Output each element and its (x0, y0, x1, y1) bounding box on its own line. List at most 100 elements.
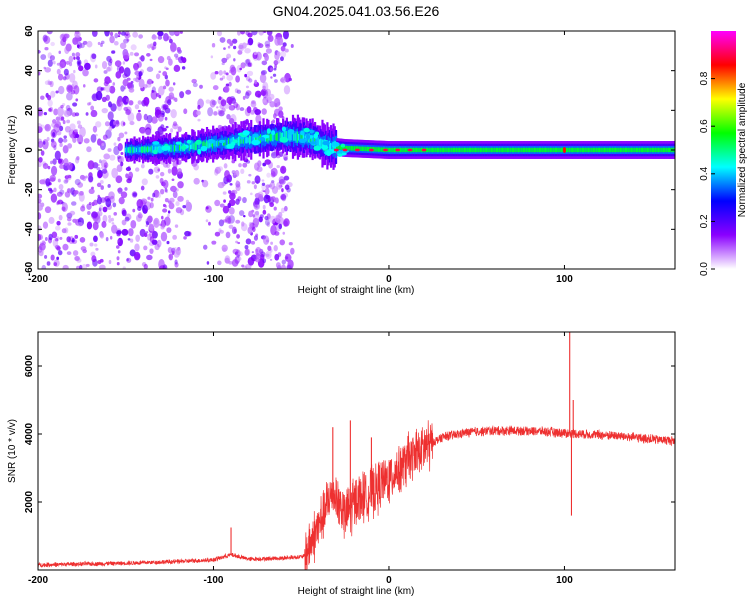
spectrogram-noise-mark (80, 205, 86, 212)
spectrogram-noise-mark (150, 197, 154, 202)
spectrogram-band-mark (225, 139, 228, 146)
spectrogram-noise-mark (50, 90, 56, 98)
spectrogram-band-mark (579, 147, 582, 153)
snr-ytick-label: 2000 (24, 490, 35, 513)
spectrogram-noise-mark (254, 204, 261, 210)
spectrogram-noise-mark (255, 205, 258, 209)
spectrogram-noise-mark (207, 107, 214, 117)
spectrogram-noise-mark (264, 159, 272, 165)
spectrogram-noise-mark (269, 181, 276, 190)
colorbar-tick-label: 0.0 (699, 262, 710, 276)
spectrogram-noise-mark (278, 110, 284, 118)
spectrogram-band-mark (585, 147, 588, 153)
spectrogram-noise-mark (58, 85, 65, 95)
spectrogram-noise-mark (232, 248, 239, 255)
spectrogram-band-mark (436, 147, 440, 153)
spectrogram-noise-mark (126, 178, 132, 184)
spectrogram-band-mark (226, 139, 229, 146)
spectrogram-noise-mark (50, 254, 55, 261)
spectrogram-noise-mark (224, 85, 230, 93)
spectrogram-band-mark (343, 145, 346, 151)
spectrogram-band-mark (667, 147, 670, 153)
spectrogram-band-mark (129, 146, 132, 154)
spectrogram-band-mark (170, 144, 173, 152)
spectrogram-noise-mark (269, 215, 276, 224)
spectrogram-noise-mark (62, 119, 66, 125)
spectrogram-hot-mark (303, 127, 310, 133)
spectrogram-noise-mark (239, 67, 243, 71)
spectrogram-noise-mark (152, 192, 156, 198)
spectrogram-noise-mark (38, 49, 41, 54)
snr-marks (38, 332, 675, 570)
spectrogram-band-mark (256, 136, 259, 142)
spectrogram-noise-mark (44, 206, 52, 214)
spectrogram-noise-mark (225, 231, 231, 239)
spectrogram-noise-mark (95, 121, 102, 128)
spectrogram-band-mark (289, 131, 292, 142)
spectrogram-noise-mark (211, 100, 217, 106)
figure-title: GN04.2025.041.03.56.E26 (273, 3, 440, 19)
spectrogram-noise-mark (155, 175, 160, 179)
spectrogram-band-mark (574, 147, 577, 153)
spectrogram-noise-mark (168, 253, 174, 261)
spectrogram-noise-mark (107, 184, 111, 188)
spectrogram-noise-mark (278, 223, 283, 230)
spectrogram-noise-mark (59, 164, 65, 169)
spectrogram-noise-mark (235, 198, 240, 205)
spectrogram-noise-mark (109, 195, 115, 203)
spectrogram-noise-mark (143, 207, 148, 214)
spectrogram-band-mark (299, 133, 302, 142)
spectrogram-peak-mark (407, 148, 413, 152)
spectrogram-noise-mark (166, 227, 172, 234)
spectrogram-band-mark (499, 147, 502, 153)
spectrogram-noise-mark (118, 66, 125, 74)
spectrogram-noise-mark (142, 204, 148, 214)
spectrogram-band-mark (203, 140, 206, 150)
spectrogram-hot-mark (195, 139, 202, 145)
spectrogram-band-mark (463, 147, 467, 153)
spectrogram-band-mark (434, 147, 437, 153)
spectrogram-band-mark (214, 139, 217, 149)
spectrogram-hot-mark (252, 133, 259, 138)
spectrogram-band-mark (142, 146, 145, 154)
spectrogram-noise-mark (113, 212, 118, 216)
spectrogram-noise-mark (242, 95, 246, 100)
spectrogram-band-mark (485, 147, 489, 153)
spectrogram-band-mark (576, 147, 580, 153)
spectrogram-noise-mark (211, 42, 216, 48)
spectrogram-noise-mark (108, 215, 112, 219)
spectrogram-band-mark (285, 130, 288, 142)
spectrogram-noise-mark (91, 202, 95, 207)
spectrogram-noise-mark (248, 78, 253, 83)
spectrogram-noise-mark (90, 109, 98, 118)
spectrogram-noise-mark (216, 31, 223, 37)
spectrogram-noise-mark (79, 236, 86, 243)
spectrogram-band-mark (177, 144, 180, 152)
spectrogram-band-mark (353, 146, 356, 151)
spectrogram-band-mark (300, 133, 303, 141)
spectrogram-noise-mark (177, 181, 184, 189)
spectrogram-noise-mark (265, 251, 272, 260)
spectrogram-band-mark (359, 146, 362, 151)
spectrogram-noise-mark (135, 167, 140, 172)
spectrogram-band-mark (477, 147, 480, 153)
spectrogram-band-mark (602, 147, 605, 153)
spectrogram-noise-mark (63, 33, 70, 39)
spectrogram-noise-mark (280, 45, 286, 52)
spectrogram-noise-mark (253, 200, 260, 210)
spectrogram-band-mark (570, 147, 573, 153)
spectrogram-noise-mark (123, 67, 131, 78)
spectrogram-noise-mark (113, 142, 117, 146)
spectrogram-noise-mark (38, 107, 43, 116)
spectrogram-noise-mark (58, 158, 63, 164)
spectrogram-noise-mark (242, 197, 247, 204)
spectrogram-noise-mark (245, 263, 252, 269)
spectrogram-band-mark (646, 147, 650, 153)
spectrogram-noise-mark (139, 126, 146, 134)
spectrogram-noise-mark (251, 100, 255, 104)
spectrogram-noise-mark (58, 214, 63, 221)
spectrogram-noise-mark (157, 35, 163, 40)
spectrogram-band-mark (267, 132, 270, 143)
spectrogram-band-mark (494, 147, 497, 153)
spectrogram-xtick-label: -100 (203, 274, 223, 285)
